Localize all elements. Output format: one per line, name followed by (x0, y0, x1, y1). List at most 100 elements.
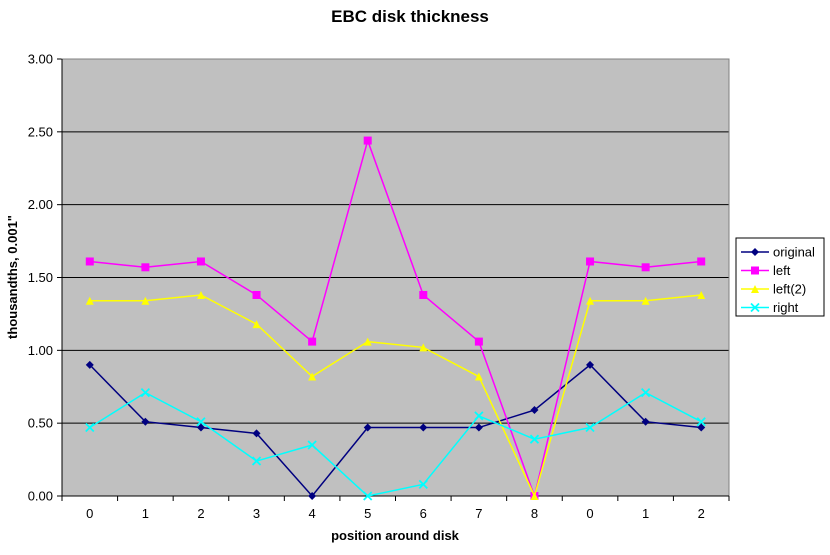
data-point-left-2 (586, 296, 595, 305)
y-tick-label: 0.50 (28, 416, 53, 431)
y-axis-label: thousandths, 0.001" (5, 215, 20, 339)
series-line-original (89, 363, 702, 498)
x-tick-label: 0 (586, 506, 593, 521)
legend-label: left(2) (773, 282, 806, 297)
data-point-original (196, 423, 205, 432)
x-tick-label: 3 (253, 506, 260, 521)
x-marker-stroke (585, 422, 595, 433)
series-line-right (89, 391, 702, 497)
x-marker-stroke (363, 491, 373, 501)
data-point-left-2 (141, 296, 150, 305)
data-point-right (640, 387, 651, 398)
data-point-right (418, 479, 428, 489)
x-marker-stroke (85, 422, 95, 433)
data-point-original (586, 360, 595, 369)
data-point-left-2 (641, 296, 650, 305)
legend-item-left: left (741, 263, 791, 278)
data-point-original (308, 492, 317, 500)
data-point-left (252, 290, 261, 299)
y-tick-label: 1.50 (28, 270, 53, 285)
x-tick-label: 1 (642, 506, 649, 521)
legend-marker (751, 248, 759, 256)
data-point-left-2 (419, 343, 428, 352)
data-point-original (697, 423, 706, 432)
x-tick-label: 7 (475, 506, 482, 521)
data-point-right (585, 422, 595, 433)
data-point-right (140, 387, 151, 398)
x-marker-stroke (140, 387, 151, 398)
x-tick-label: 0 (86, 506, 93, 521)
data-point-right (85, 422, 95, 433)
y-tick-label: 0.00 (28, 489, 53, 504)
data-point-left (474, 337, 483, 346)
legend-box (735, 237, 825, 317)
data-point-left-2 (196, 290, 205, 299)
axes: 0.00 0.50 1.00 1.50 2.00 2.50 3.00 0 1 2 3 4 5 6 7 8 0 1 2 (28, 52, 730, 521)
x-tick-label: 2 (698, 506, 705, 521)
series-line-left (89, 138, 702, 499)
data-point-left (308, 337, 317, 346)
x-tick-label: 8 (531, 506, 538, 521)
series-right (85, 387, 706, 501)
data-point-left (85, 257, 94, 266)
x-marker-stroke (251, 456, 262, 466)
data-point-original (141, 417, 150, 426)
data-point-original (474, 423, 483, 432)
data-point-left (586, 257, 595, 266)
y-tick-label: 2.50 (28, 124, 53, 139)
data-point-right (474, 411, 484, 421)
data-point-left (196, 257, 205, 266)
data-point-right (696, 417, 706, 427)
x-axis-label: position around disk (331, 528, 460, 543)
data-point-original (419, 423, 428, 432)
y-tick-label: 2.00 (28, 197, 53, 212)
x-tick-label: 5 (364, 506, 371, 521)
x-marker-stroke (307, 440, 317, 450)
data-point-left-2 (697, 290, 706, 299)
data-point-right (307, 440, 317, 450)
data-point-left-2 (252, 320, 261, 329)
data-point-right (251, 456, 262, 466)
data-point-left-2 (85, 296, 94, 305)
series-original (85, 360, 706, 500)
data-point-right (196, 417, 206, 427)
data-point-left (641, 263, 650, 272)
data-point-left-2 (308, 372, 317, 381)
data-point-left (697, 257, 706, 266)
x-tick-label: 1 (142, 506, 149, 521)
legend: original left left(2) right (735, 237, 825, 317)
y-tick-label: 3.00 (28, 52, 53, 67)
data-point-right (529, 434, 540, 444)
x-marker-stroke (640, 387, 651, 398)
legend-item-left-2: left(2) (741, 282, 806, 297)
series-line-left-2 (89, 294, 702, 499)
data-point-left (363, 136, 372, 145)
series-left-2 (85, 290, 706, 500)
legend-label: left (773, 263, 791, 278)
data-point-left-2 (474, 372, 483, 381)
legend-item-right: right (741, 300, 799, 315)
x-marker-stroke (196, 417, 206, 427)
legend-label: right (773, 300, 799, 315)
chart-title: EBC disk thickness (331, 7, 489, 26)
data-point-left (141, 263, 150, 272)
x-tick-label: 2 (197, 506, 204, 521)
data-point-original (85, 360, 94, 369)
data-point-original (641, 417, 650, 426)
data-point-left-2 (530, 492, 539, 500)
data-point-original (252, 429, 261, 438)
legend-marker (751, 266, 759, 275)
x-marker-stroke (529, 434, 540, 444)
x-marker-stroke (418, 479, 428, 489)
legend-marker (751, 285, 759, 293)
series-lines (85, 136, 706, 501)
y-tick-label: 1.00 (28, 343, 53, 358)
x-marker-stroke (750, 302, 760, 313)
data-point-left-2 (363, 337, 372, 346)
x-marker-stroke (696, 417, 706, 427)
x-marker-stroke (474, 411, 484, 421)
legend-marker (750, 302, 760, 313)
data-point-original (363, 423, 372, 432)
